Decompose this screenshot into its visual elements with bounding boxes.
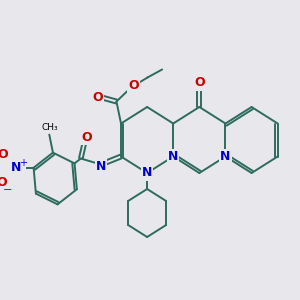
Text: N: N bbox=[142, 167, 152, 179]
Text: −: − bbox=[3, 185, 13, 195]
Text: CH₃: CH₃ bbox=[42, 123, 58, 132]
Text: +: + bbox=[19, 158, 27, 168]
Text: O: O bbox=[0, 148, 8, 161]
Text: O: O bbox=[81, 131, 92, 144]
Text: O: O bbox=[92, 91, 103, 104]
Text: O: O bbox=[0, 176, 7, 189]
Text: N: N bbox=[168, 150, 178, 163]
Text: N: N bbox=[220, 150, 231, 163]
Text: O: O bbox=[128, 79, 139, 92]
Text: O: O bbox=[194, 76, 205, 89]
Text: N: N bbox=[11, 161, 21, 174]
Text: N: N bbox=[96, 160, 106, 173]
